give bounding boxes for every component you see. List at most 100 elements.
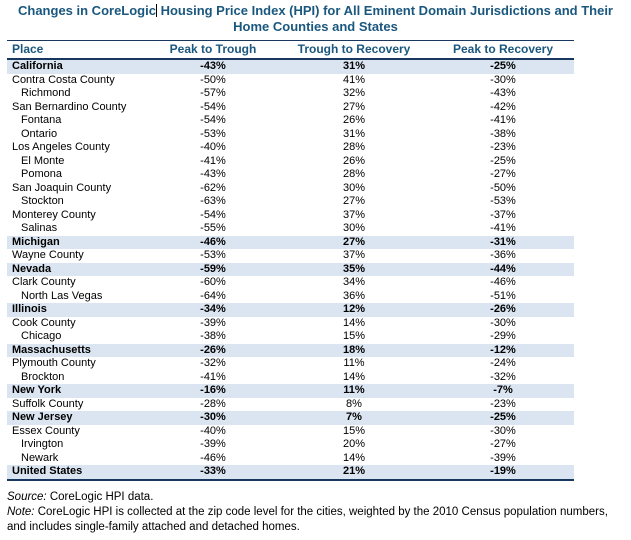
trough-to-recovery-cell: 31% (276, 59, 432, 74)
place-cell: Brockton (21, 370, 65, 383)
peak-to-recovery-cell: -37% (490, 208, 516, 221)
place-cell: Salinas (21, 222, 58, 234)
peak-to-trough-cell: -57% (200, 87, 226, 99)
peak-to-recovery-cell: -27% (490, 438, 516, 450)
peak-to-trough-cell: -59% (150, 262, 276, 276)
trough-to-recovery-cell: 7% (276, 411, 432, 425)
peak-to-recovery-cell: -30% (490, 73, 516, 86)
place-cell: El Monte (21, 154, 65, 167)
table-row: Suffolk County -28% 8% -23% (7, 398, 574, 412)
trough-to-recovery-cell: 20% (342, 438, 366, 450)
peak-to-trough-cell: -41% (200, 370, 226, 383)
table-row: Los Angeles County -40% 28% -23% (7, 141, 574, 155)
trough-to-recovery-cell: 32% (342, 87, 366, 99)
peak-to-trough-cell: -39% (200, 438, 226, 450)
peak-to-trough-cell: -28% (200, 397, 226, 410)
place-cell: North Las Vegas (21, 289, 103, 302)
table-row: Wayne County -53% 37% -36% (7, 249, 574, 263)
table-row: New Jersey -30% 7% -25% (7, 411, 574, 425)
table-row: Contra Costa County -50% 41% -30% (7, 74, 574, 88)
trough-to-recovery-cell: 14% (342, 316, 366, 329)
place-cell: Chicago (21, 330, 62, 342)
trough-to-recovery-cell: 27% (276, 235, 432, 249)
place-cell: Nevada (7, 262, 150, 276)
trough-to-recovery-cell: 30% (342, 181, 366, 194)
peak-to-trough-cell: -64% (200, 289, 226, 302)
table-row: San Joaquin County -62% 30% -50% (7, 182, 574, 196)
title-line1-pre: Changes in CoreLogic (18, 3, 156, 18)
trough-to-recovery-cell: 27% (342, 100, 366, 113)
peak-to-trough-cell: -60% (200, 276, 226, 288)
peak-to-trough-cell: -54% (200, 114, 226, 126)
table-row: North Las Vegas -64% 36% -51% (7, 290, 574, 304)
peak-to-trough-cell: -34% (150, 303, 276, 317)
table-row: Massachusetts -26% 18% -12% (7, 343, 574, 357)
peak-to-recovery-cell: -29% (490, 330, 516, 342)
place-cell: San Joaquin County (12, 181, 112, 194)
title-line-1: Changes in CoreLogic Housing Price Index… (0, 3, 631, 19)
trough-to-recovery-cell: 28% (342, 141, 366, 153)
table-row: Fontana -54% 26% -41% (7, 114, 574, 128)
peak-to-recovery-cell: -46% (490, 276, 516, 288)
table-row: El Monte -41% 26% -25% (7, 155, 574, 169)
table-footnotes: Source: CoreLogic HPI data. Note: CoreLo… (7, 490, 625, 535)
peak-to-recovery-cell: -25% (432, 59, 574, 74)
table-row: Monterey County -54% 37% -37% (7, 209, 574, 223)
place-cell: Stockton (21, 195, 64, 207)
place-cell: Essex County (12, 424, 80, 437)
trough-to-recovery-cell: 26% (342, 114, 366, 126)
peak-to-trough-cell: -26% (150, 343, 276, 357)
place-cell: Pomona (21, 168, 62, 180)
trough-to-recovery-cell: 21% (276, 465, 432, 481)
column-header-trough-to-recovery: Trough to Recovery (276, 40, 432, 60)
trough-to-recovery-cell: 28% (342, 168, 366, 180)
place-cell: United States (7, 465, 150, 481)
methodology-note: Note: CoreLogic HPI is collected at the … (7, 505, 625, 535)
trough-to-recovery-cell: 8% (346, 397, 362, 410)
place-cell: Michigan (7, 235, 150, 249)
place-cell: Plymouth County (12, 357, 96, 369)
table-row: Richmond -57% 32% -43% (7, 87, 574, 101)
trough-to-recovery-cell: 15% (342, 330, 366, 342)
column-header-place: Place (7, 40, 150, 60)
peak-to-recovery-cell: -50% (490, 181, 516, 194)
peak-to-recovery-cell: -41% (490, 222, 516, 234)
hpi-table: Place Peak to Trough Trough to Recovery … (7, 40, 574, 481)
peak-to-recovery-cell: -44% (432, 262, 574, 276)
trough-to-recovery-cell: 14% (342, 451, 366, 464)
place-cell: Irvington (21, 438, 64, 450)
table-row: Nevada -59% 35% -44% (7, 262, 574, 276)
peak-to-trough-cell: -33% (150, 465, 276, 481)
place-cell: San Bernardino County (12, 100, 127, 113)
peak-to-trough-cell: -16% (150, 384, 276, 398)
place-cell: Massachusetts (7, 343, 150, 357)
peak-to-recovery-cell: -30% (490, 316, 516, 329)
trough-to-recovery-cell: 31% (342, 127, 366, 140)
peak-to-recovery-cell: -24% (490, 357, 516, 369)
table-row: Irvington -39% 20% -27% (7, 438, 574, 452)
table-row: Ontario -53% 31% -38% (7, 128, 574, 142)
peak-to-trough-cell: -30% (150, 411, 276, 425)
trough-to-recovery-cell: 14% (342, 370, 366, 383)
peak-to-trough-cell: -54% (200, 208, 226, 221)
peak-to-recovery-cell: -23% (490, 397, 516, 410)
trough-to-recovery-cell: 11% (276, 384, 432, 398)
text-cursor (155, 4, 157, 17)
peak-to-recovery-cell: -30% (490, 424, 516, 437)
peak-to-recovery-cell: -25% (432, 411, 574, 425)
title-line-2: Home Counties and States (233, 19, 398, 34)
column-header-peak-to-recovery: Peak to Recovery (432, 40, 574, 60)
table-row: New York -16% 11% -7% (7, 384, 574, 398)
peak-to-trough-cell: -46% (200, 451, 226, 464)
table-row: Chicago -38% 15% -29% (7, 330, 574, 344)
peak-to-recovery-cell: -32% (490, 370, 516, 383)
trough-to-recovery-cell: 15% (342, 424, 366, 437)
title-line1-post: Housing Price Index (HPI) for All Eminen… (156, 3, 613, 18)
source-note: Source: CoreLogic HPI data. (7, 490, 625, 505)
trough-to-recovery-cell: 12% (276, 303, 432, 317)
place-cell: Newark (21, 451, 59, 464)
peak-to-trough-cell: -50% (200, 73, 226, 86)
peak-to-recovery-cell: -42% (490, 100, 516, 113)
peak-to-trough-cell: -32% (200, 357, 226, 369)
peak-to-trough-cell: -43% (150, 59, 276, 74)
